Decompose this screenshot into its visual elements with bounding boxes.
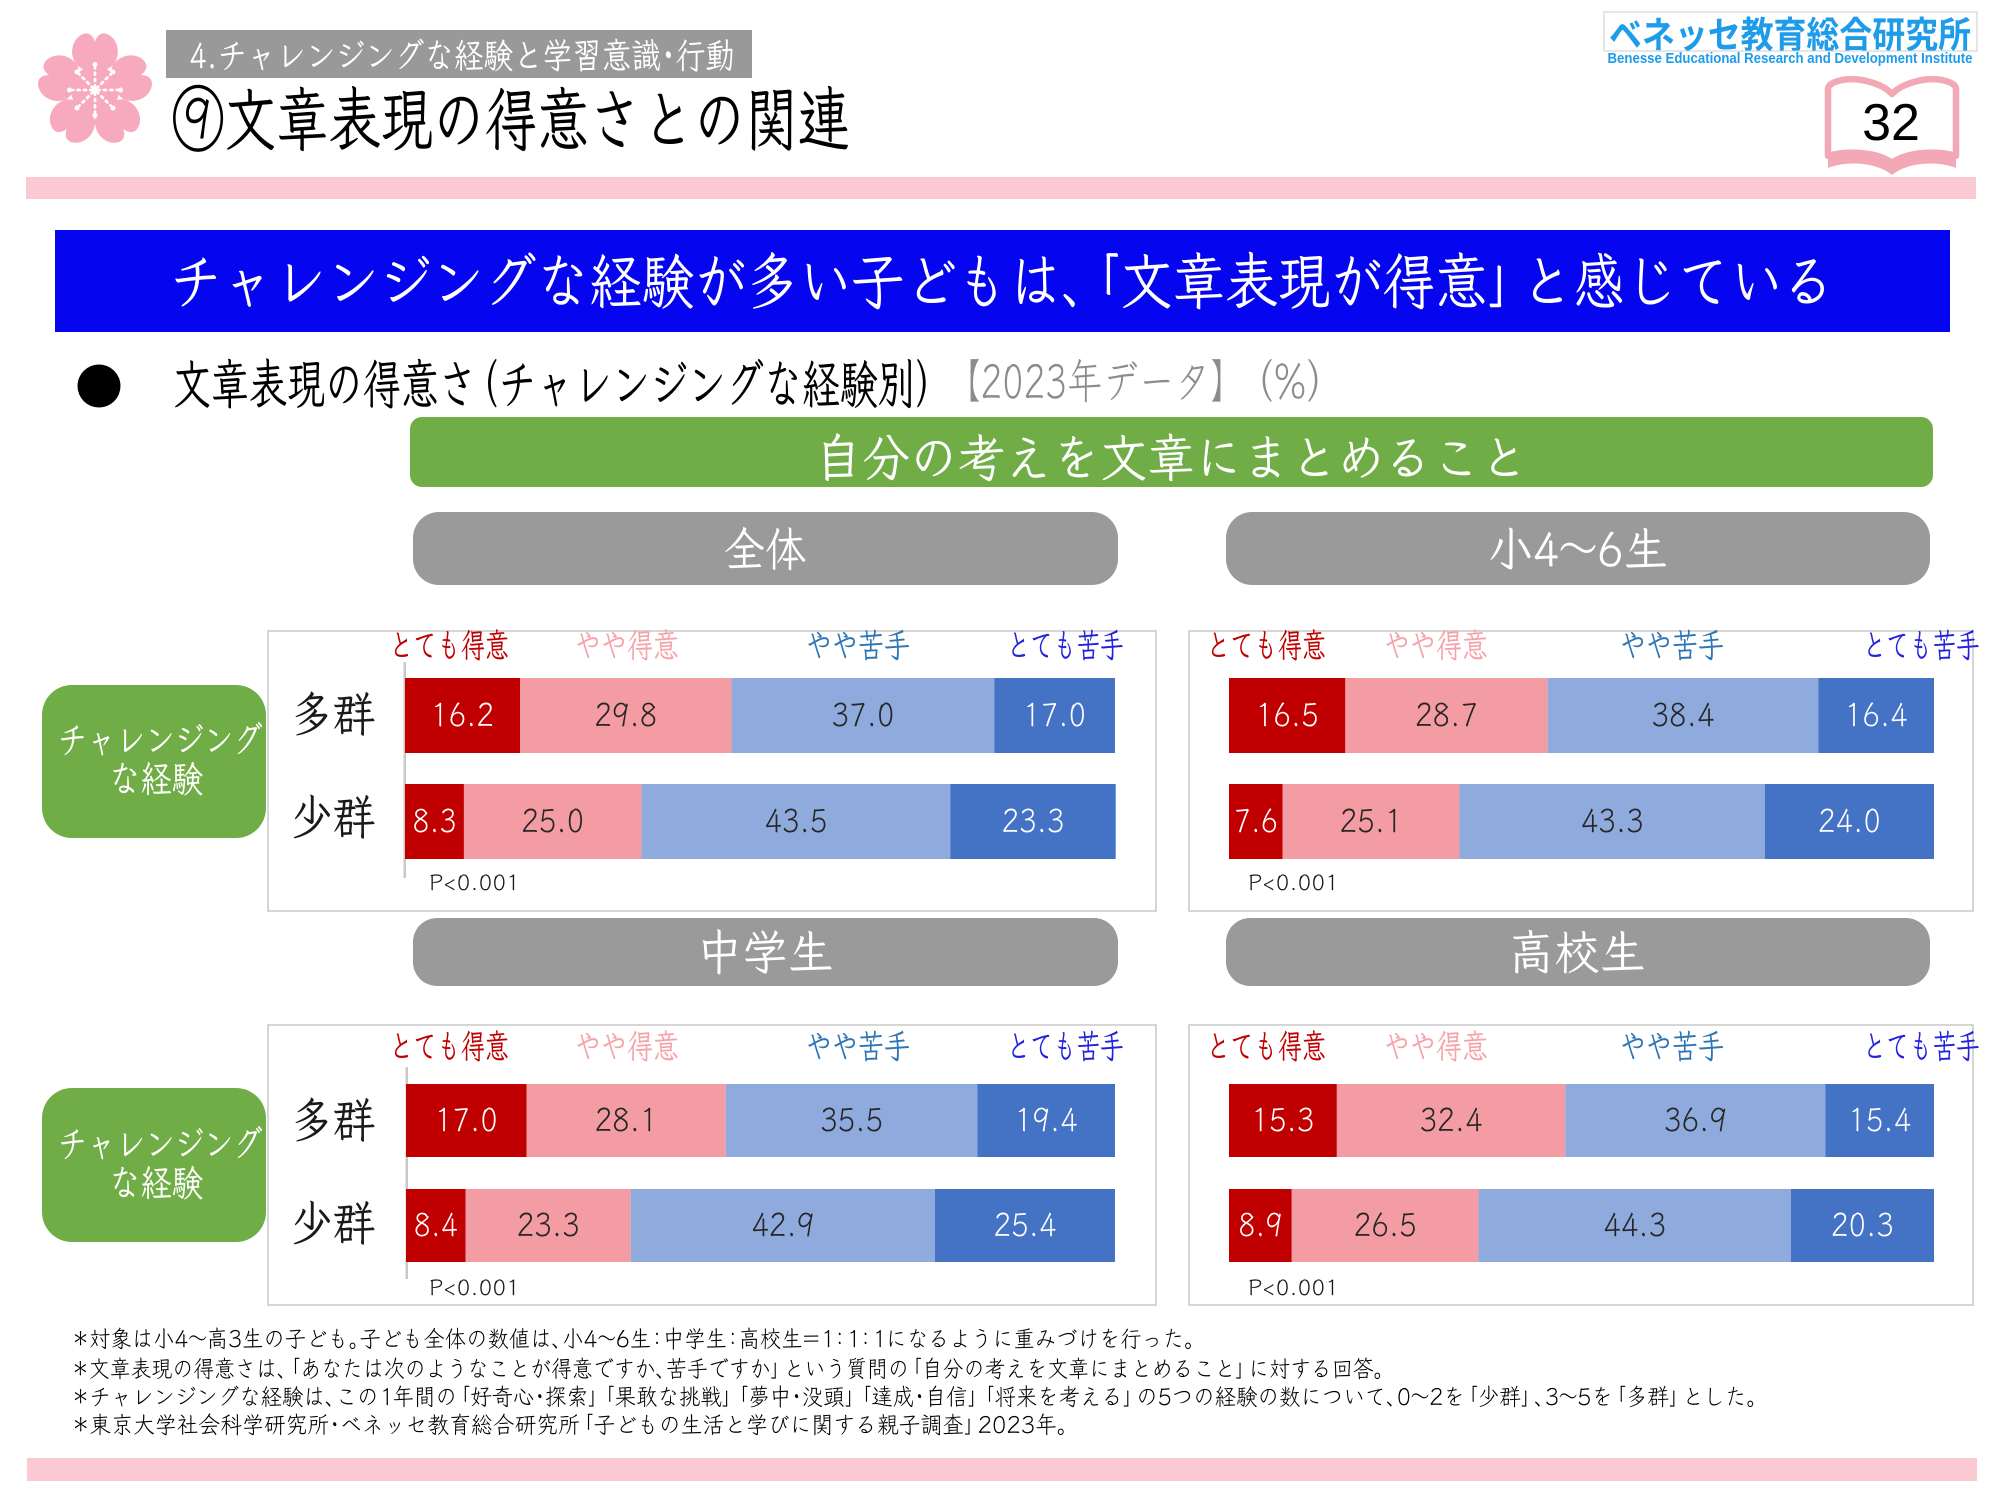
svg-text:32: 32 <box>1862 94 1920 152</box>
svg-text:Benesse Educational Research: Benesse Educational Research and Develop… <box>1608 50 1973 67</box>
